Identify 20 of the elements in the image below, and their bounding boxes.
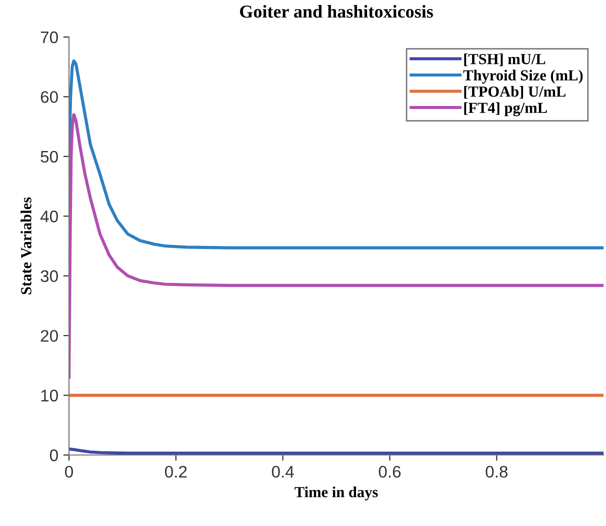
legend-label: [TSH] mU/L	[464, 53, 546, 66]
y-tick-label: 70	[40, 31, 58, 44]
x-tick-label: 0.2	[164, 466, 187, 478]
legend-label: [TPOAb] U/mL	[464, 86, 566, 99]
y-tick-label: 0	[50, 449, 58, 462]
legend-label: [FT4] pg/mL	[464, 102, 547, 116]
x-axis-title: Time in days	[294, 486, 378, 500]
y-tick-label: 30	[40, 270, 58, 282]
chart-title: Goiter and hashitoxicosis	[240, 5, 433, 18]
x-tick-label: 0	[65, 466, 73, 478]
y-axis-title: State Variables	[20, 197, 32, 294]
legend-label: Thyroid Size (mL)	[463, 70, 583, 84]
y-tick-label: 10	[41, 390, 58, 402]
y-tick-label: 60	[40, 91, 58, 103]
x-tick-label: 0.8	[486, 466, 508, 478]
x-tick-label: 0.4	[272, 466, 294, 478]
x-tick-label: 0.6	[378, 466, 401, 478]
y-tick-label: 50	[40, 150, 58, 163]
y-tick-label: 20	[40, 330, 58, 342]
y-tick-label: 40	[40, 210, 58, 222]
